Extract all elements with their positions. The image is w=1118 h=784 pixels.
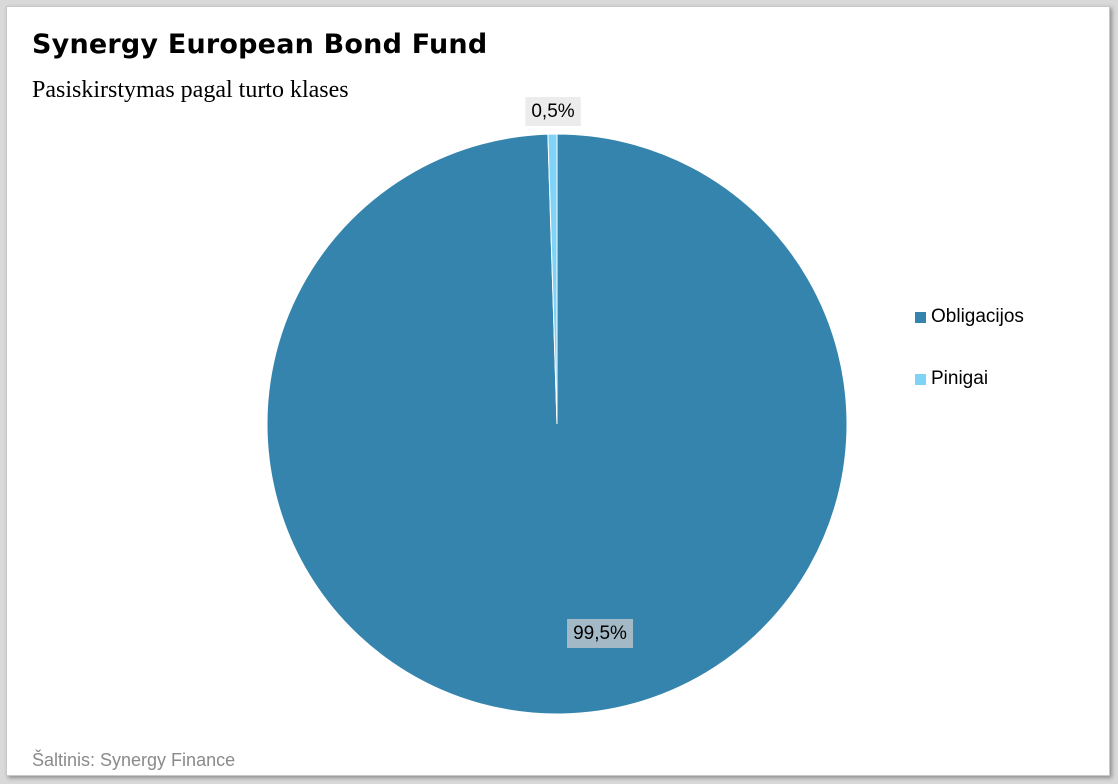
legend: Obligacijos Pinigai <box>915 304 1024 428</box>
legend-label-pinigai: Pinigai <box>931 368 989 389</box>
pie-chart: 99,5% 0,5% <box>266 97 848 715</box>
data-label-background <box>567 619 634 648</box>
chart-title: Synergy European Bond Fund <box>32 29 488 60</box>
legend-swatch-pinigai <box>915 373 926 385</box>
legend-item-obligacijos: Obligacijos <box>915 304 1024 330</box>
data-label-obligacijos: 99,5% <box>567 619 634 648</box>
pie-slice-pinigai <box>547 133 558 425</box>
chart-card: Synergy European Bond Fund Pasiskirstyma… <box>6 6 1110 776</box>
legend-item-pinigai: Pinigai <box>915 366 1024 392</box>
data-label-text: 99,5% <box>573 623 627 644</box>
legend-label-obligacijos: Obligacijos <box>931 306 1024 327</box>
data-label-text: 0,5% <box>531 101 574 122</box>
source-note: Šaltinis: Synergy Finance <box>32 750 236 770</box>
chart-subtitle: Pasiskirstymas pagal turto klases <box>32 77 349 103</box>
legend-swatch-obligacijos <box>915 311 926 323</box>
data-label-background <box>525 97 581 126</box>
data-label-pinigai: 0,5% <box>525 97 581 126</box>
